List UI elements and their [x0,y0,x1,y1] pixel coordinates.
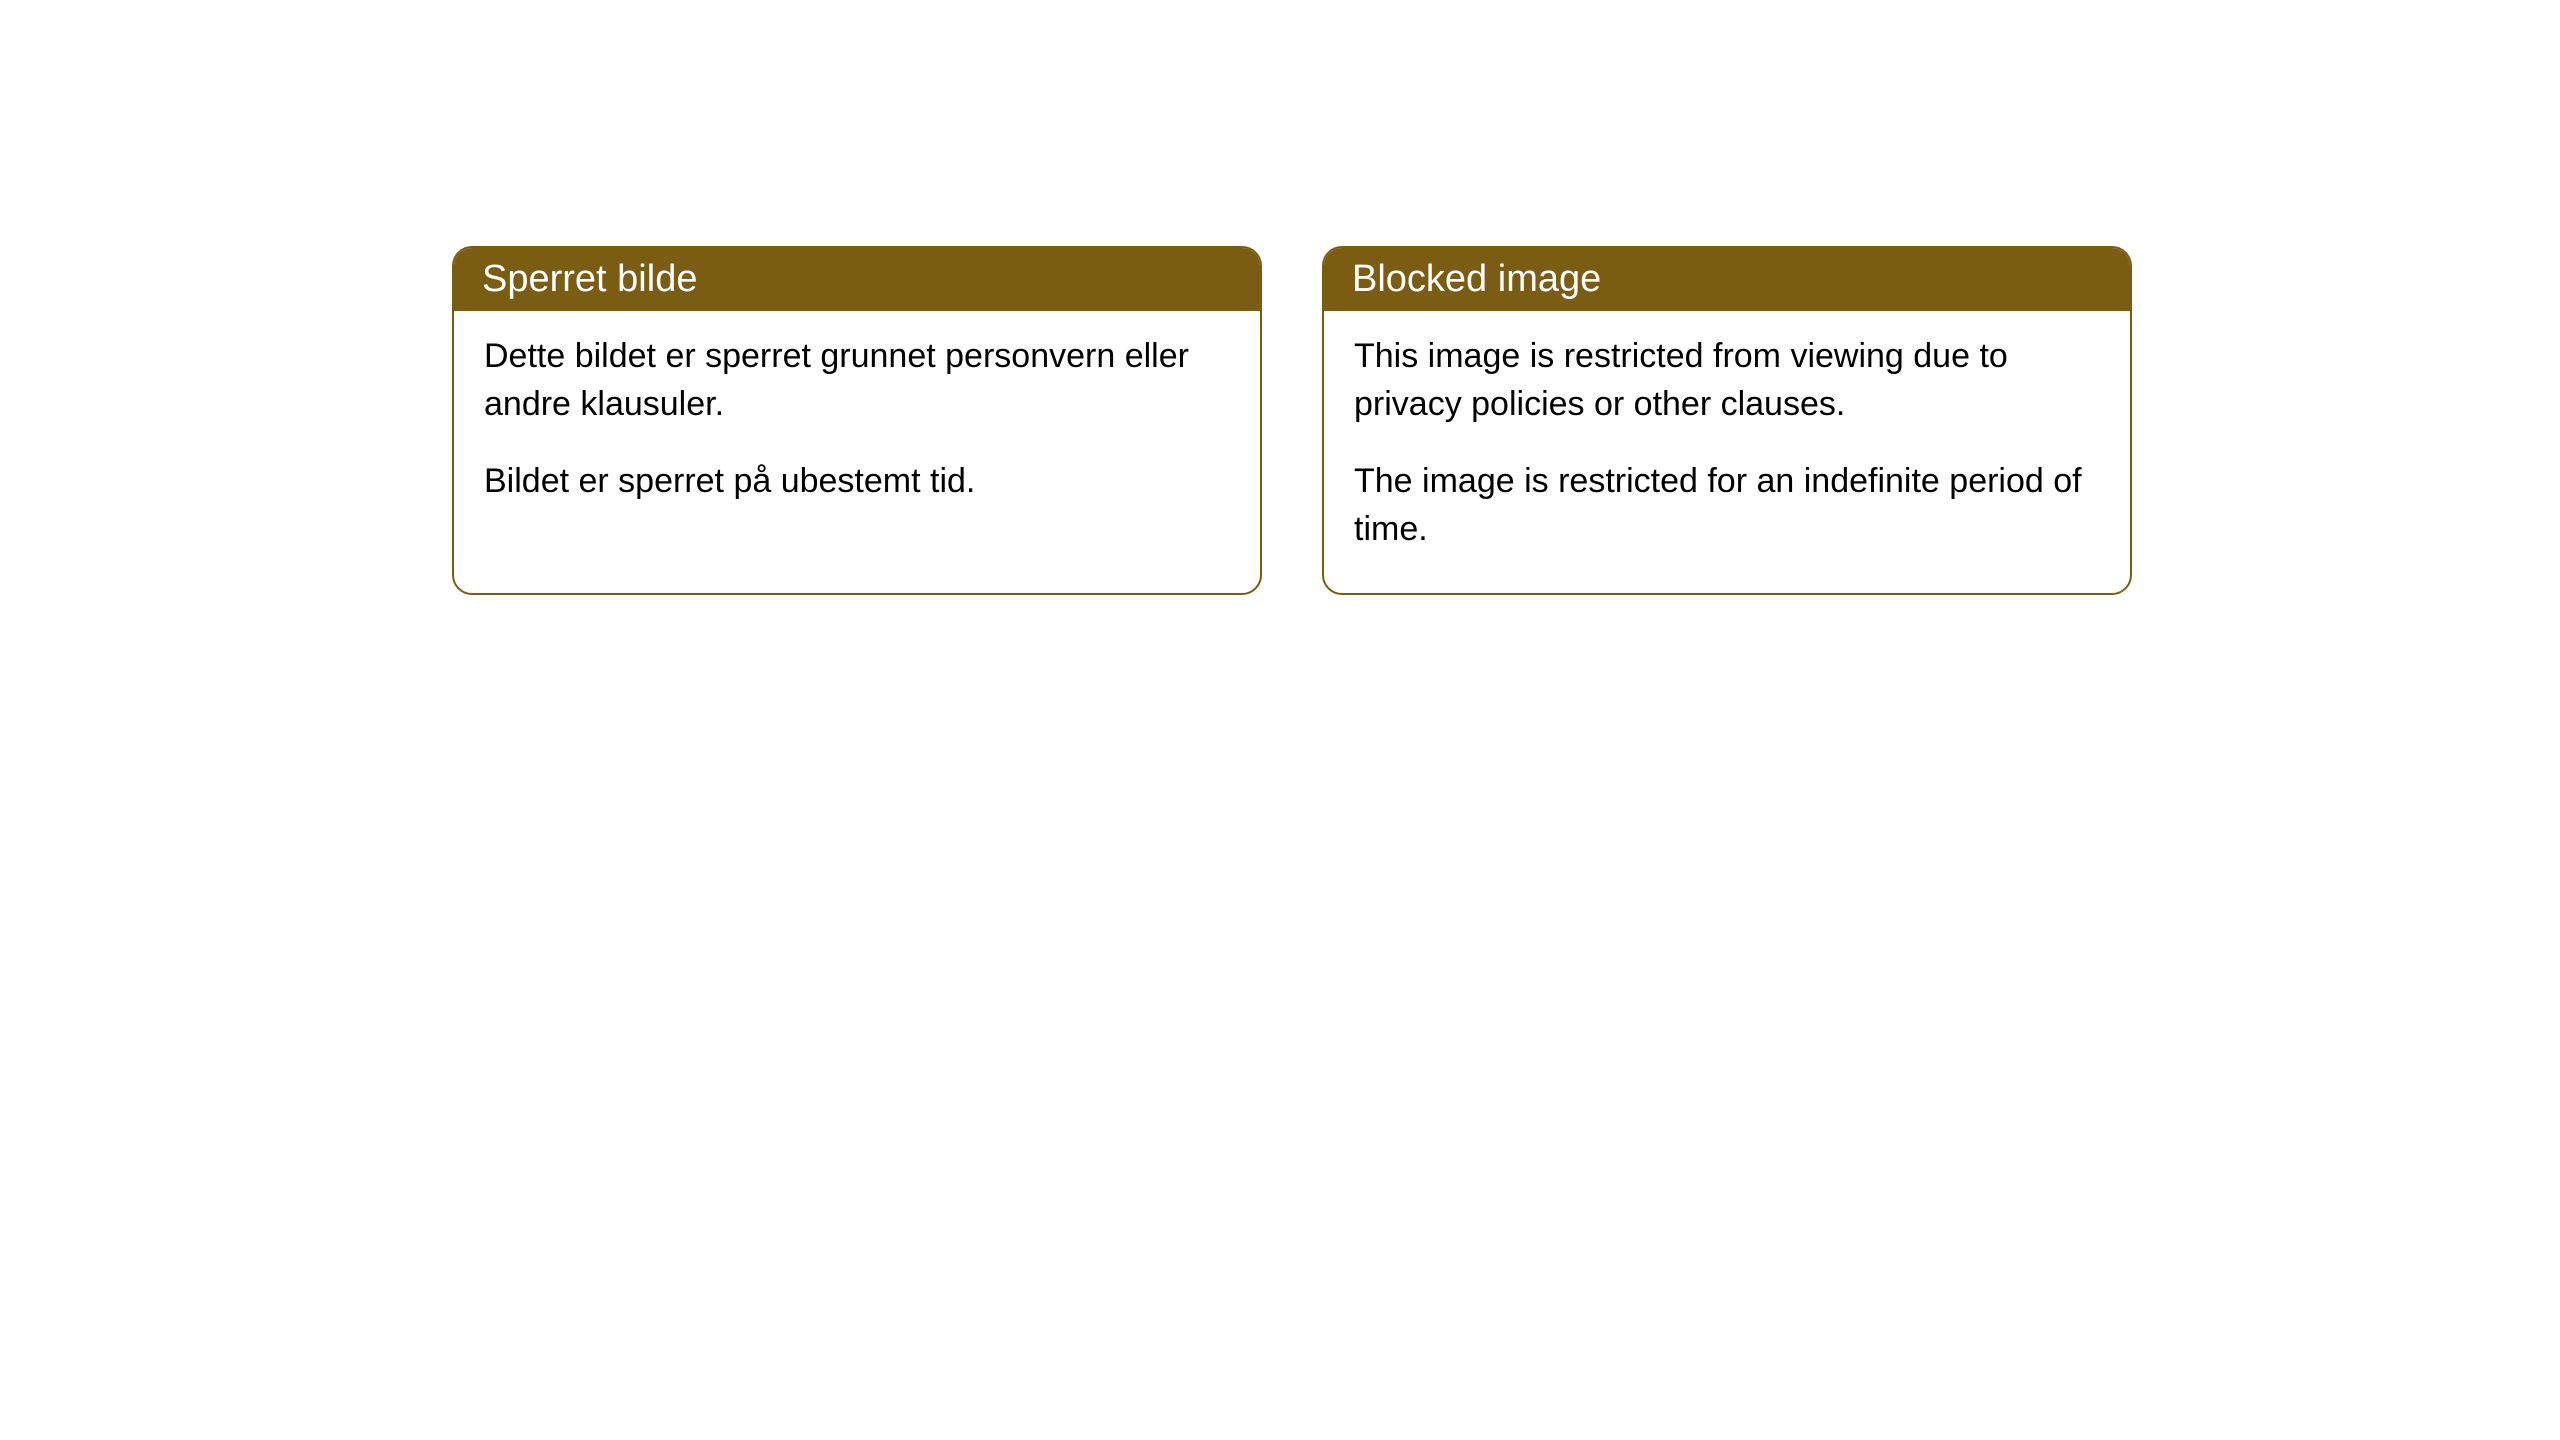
notice-paragraph-1-english: This image is restricted from viewing du… [1354,333,2100,428]
notice-paragraph-1-norwegian: Dette bildet er sperret grunnet personve… [484,333,1230,428]
notice-card-english: Blocked image This image is restricted f… [1322,246,2132,595]
notice-body-english: This image is restricted from viewing du… [1324,311,2130,593]
notice-paragraph-2-norwegian: Bildet er sperret på ubestemt tid. [484,458,1230,506]
notice-container: Sperret bilde Dette bildet er sperret gr… [0,0,2560,595]
notice-header-norwegian: Sperret bilde [454,248,1260,311]
notice-title-english: Blocked image [1352,258,1601,300]
notice-header-english: Blocked image [1324,248,2130,311]
notice-card-norwegian: Sperret bilde Dette bildet er sperret gr… [452,246,1262,595]
notice-title-norwegian: Sperret bilde [482,258,697,300]
notice-body-norwegian: Dette bildet er sperret grunnet personve… [454,311,1260,546]
notice-paragraph-2-english: The image is restricted for an indefinit… [1354,458,2100,553]
